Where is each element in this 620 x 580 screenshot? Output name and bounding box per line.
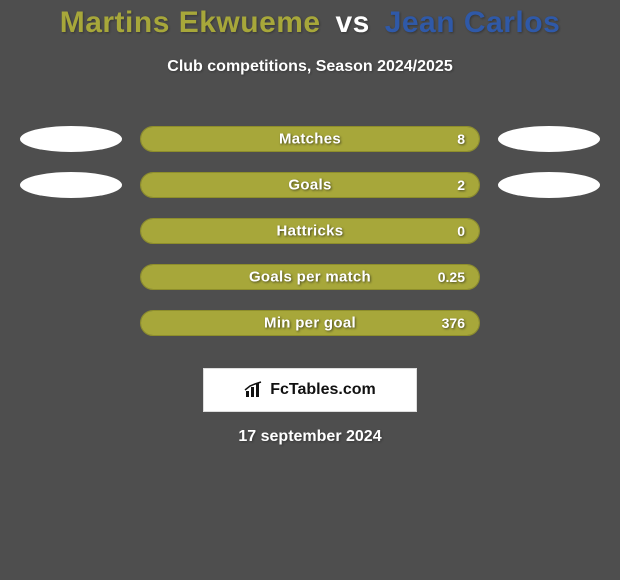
logo: FcTables.com bbox=[244, 381, 376, 399]
stat-row: Goals per match 0.25 bbox=[0, 254, 620, 300]
stat-bar-goals: Goals 2 bbox=[140, 172, 480, 198]
logo-box: FcTables.com bbox=[203, 368, 417, 412]
stat-bar-hattricks: Hattricks 0 bbox=[140, 218, 480, 244]
stat-bar-matches: Matches 8 bbox=[140, 126, 480, 152]
stat-label: Goals per match bbox=[141, 269, 479, 286]
comparison-infographic: Martins Ekwueme vs Jean Carlos Club comp… bbox=[0, 0, 620, 580]
stat-label: Matches bbox=[141, 131, 479, 148]
logo-text: FcTables.com bbox=[270, 381, 376, 399]
player2-photo-placeholder bbox=[498, 126, 600, 152]
player2-name: Jean Carlos bbox=[385, 6, 561, 39]
stat-row: Hattricks 0 bbox=[0, 208, 620, 254]
player2-photo-placeholder bbox=[498, 172, 600, 198]
stat-row: Min per goal 376 bbox=[0, 300, 620, 346]
stats-area: Matches 8 Goals 2 Hattricks 0 bbox=[0, 116, 620, 346]
spacer bbox=[20, 264, 122, 290]
stat-value: 2 bbox=[457, 177, 465, 193]
stat-value: 8 bbox=[457, 131, 465, 147]
spacer bbox=[498, 218, 600, 244]
stat-row: Matches 8 bbox=[0, 116, 620, 162]
stat-label: Min per goal bbox=[141, 315, 479, 332]
stat-value: 376 bbox=[442, 315, 465, 331]
stat-row: Goals 2 bbox=[0, 162, 620, 208]
stat-bar-goals-per-match: Goals per match 0.25 bbox=[140, 264, 480, 290]
player1-photo-placeholder bbox=[20, 126, 122, 152]
spacer bbox=[498, 264, 600, 290]
spacer bbox=[20, 218, 122, 244]
spacer bbox=[498, 310, 600, 336]
player1-photo-placeholder bbox=[20, 172, 122, 198]
stat-label: Goals bbox=[141, 177, 479, 194]
stat-bar-min-per-goal: Min per goal 376 bbox=[140, 310, 480, 336]
barchart-icon bbox=[244, 381, 264, 399]
stat-label: Hattricks bbox=[141, 223, 479, 240]
date-label: 17 september 2024 bbox=[0, 428, 620, 446]
spacer bbox=[20, 310, 122, 336]
player1-name: Martins Ekwueme bbox=[60, 6, 321, 39]
stat-value: 0.25 bbox=[438, 269, 465, 285]
subtitle: Club competitions, Season 2024/2025 bbox=[0, 58, 620, 76]
stat-value: 0 bbox=[457, 223, 465, 239]
vs-label: vs bbox=[329, 6, 375, 39]
page-title: Martins Ekwueme vs Jean Carlos bbox=[0, 0, 620, 40]
